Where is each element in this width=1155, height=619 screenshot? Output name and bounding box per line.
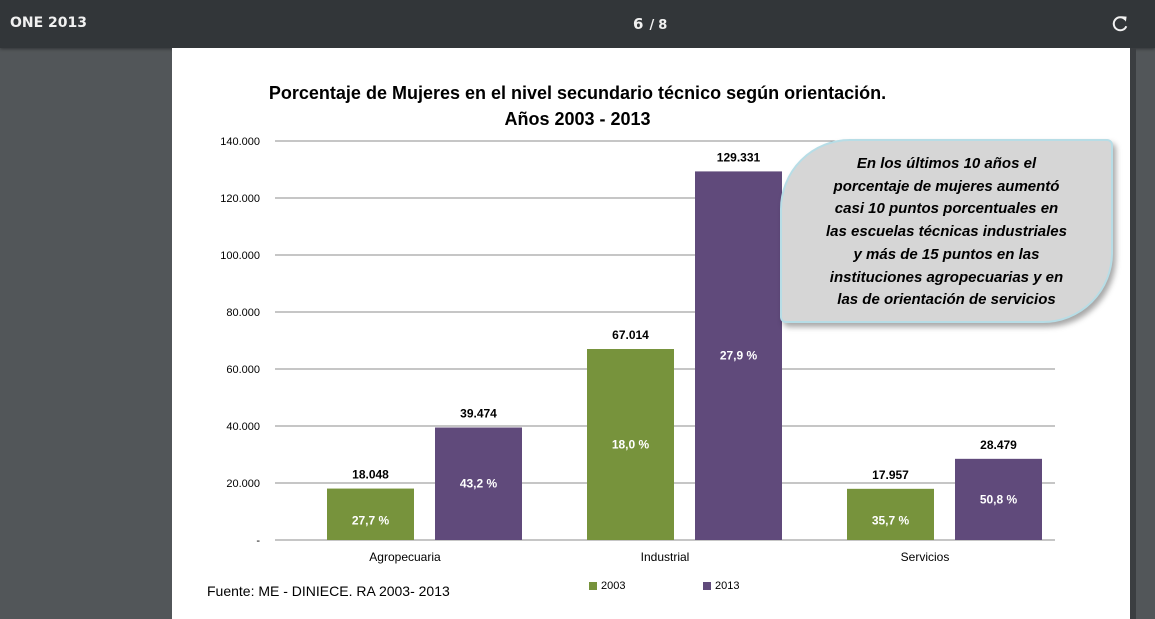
bar-2003-agropecuaria <box>327 488 414 540</box>
document-title: ONE 2013 <box>10 15 88 31</box>
rotate-icon <box>1112 16 1128 32</box>
y-tick-label: 140.000 <box>220 136 260 148</box>
bar-2003-industrial <box>587 349 674 540</box>
bar-2003-servicios <box>847 488 934 540</box>
current-page-number[interactable]: 6 <box>633 15 644 33</box>
bar-percent-label: 27,9 % <box>720 349 758 363</box>
callout-line: y más de 15 puntos en las <box>853 245 1040 263</box>
source-note: Fuente: ME - DINIECE. RA 2003- 2013 <box>207 583 450 599</box>
page-indicator: 6 /8 <box>633 14 667 33</box>
annotation-callout: En los últimos 10 años el porcentaje de … <box>780 139 1113 323</box>
y-tick-label: 100.000 <box>220 250 260 262</box>
rotate-button[interactable] <box>1108 12 1132 36</box>
page-separator: / <box>649 18 655 33</box>
callout-line: las escuelas técnicas industriales <box>826 223 1067 241</box>
chart-title-line-2: Años 2003 - 2013 <box>504 109 651 129</box>
viewer-toolbar: ONE 2013 6 /8 <box>0 0 1155 48</box>
bar-percent-label: 18,0 % <box>612 438 650 452</box>
bar-2013-servicios <box>955 458 1042 540</box>
bar-value-label: 129.331 <box>717 150 761 164</box>
y-tick-label: 80.000 <box>226 307 260 319</box>
bar-2013-agropecuaria <box>435 427 522 540</box>
bar-percent-label: 50,8 % <box>980 492 1018 506</box>
bar-value-label: 17.957 <box>872 468 909 482</box>
legend-item-2013: 2013 <box>703 580 739 592</box>
bar-value-label: 39.474 <box>460 406 497 420</box>
y-tick-label: - <box>256 535 260 547</box>
y-tick-label: 40.000 <box>226 421 260 433</box>
legend-swatch-2003 <box>589 582 597 591</box>
page-edge <box>1130 48 1136 619</box>
legend-label-2013: 2013 <box>715 580 740 592</box>
bar-value-label: 18.048 <box>352 468 389 482</box>
bar-percent-label: 27,7 % <box>352 513 390 527</box>
x-category-label: Industrial <box>641 550 690 564</box>
bar-percent-label: 35,7 % <box>872 513 910 527</box>
callout-line: las de orientación de servicios <box>837 291 1056 309</box>
y-tick-label: 60.000 <box>226 364 260 376</box>
callout-line: casi 10 puntos porcentuales en <box>834 200 1059 218</box>
bar-value-label: 67.014 <box>612 328 649 342</box>
x-category-label: Servicios <box>901 550 950 564</box>
y-tick-label: 120.000 <box>220 193 260 205</box>
x-category-label: Agropecuaria <box>369 550 441 564</box>
bar-value-label: 28.479 <box>980 438 1017 452</box>
callout-line: instituciones agropecuarias y en <box>829 268 1064 286</box>
callout-line: En los últimos 10 años el <box>856 155 1037 172</box>
legend-swatch-2013 <box>703 582 711 591</box>
chart-title: Porcentaje de Mujeres en el nivel secund… <box>0 80 1155 132</box>
callout-text: En los últimos 10 años el porcentaje de … <box>782 153 1111 312</box>
chart-title-line-1: Porcentaje de Mujeres en el nivel secund… <box>268 83 887 103</box>
bar-2013-industrial <box>695 171 782 540</box>
legend-label-2003: 2003 <box>601 580 626 592</box>
total-pages: 8 <box>658 18 668 33</box>
legend-item-2003: 2003 <box>589 580 625 592</box>
callout-line: porcentaje de mujeres aumentó <box>833 177 1060 195</box>
y-tick-label: 20.000 <box>226 478 260 490</box>
bar-percent-label: 43,2 % <box>460 477 498 491</box>
